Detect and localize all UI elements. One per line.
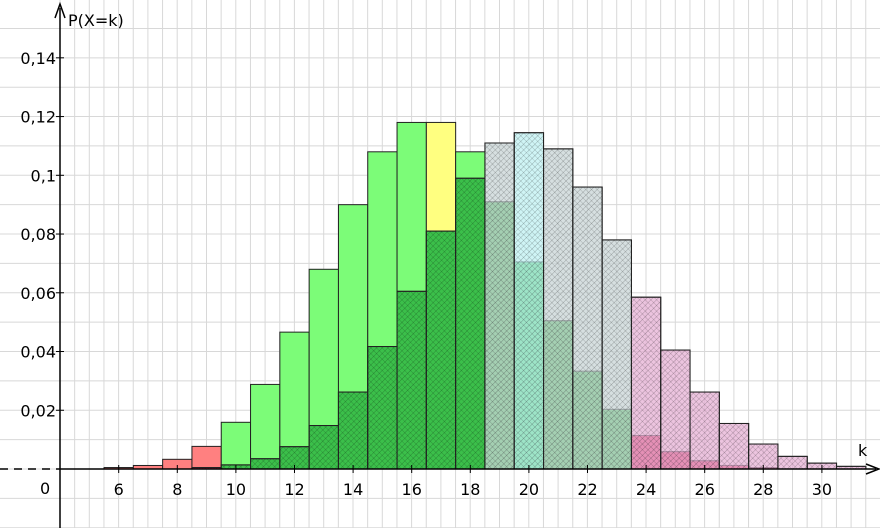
tick-labels: 6 8 10 12 14 16 18 20 22 24 26 28 30 0,02 0,04 0,06 0,08… bbox=[20, 49, 832, 499]
bar-k-13 bbox=[308, 425, 339, 470]
bar-k-26 bbox=[689, 391, 720, 470]
bar-k-29 bbox=[777, 455, 808, 470]
y-tick-label: 0,02 bbox=[20, 401, 56, 420]
bar-k-9 bbox=[191, 445, 222, 470]
x-axis-label: k bbox=[858, 441, 868, 460]
y-tick-label: 0,06 bbox=[20, 284, 56, 303]
x-tick-label: 10 bbox=[226, 480, 246, 499]
x-tick-label: 24 bbox=[636, 480, 656, 499]
x-tick-label: 16 bbox=[402, 480, 422, 499]
y-axis-label: P(X=k) bbox=[68, 11, 124, 30]
bar-k-15 bbox=[367, 346, 398, 470]
bar-k-24 bbox=[630, 296, 662, 470]
bar-k-18 bbox=[455, 177, 486, 470]
y-tick-label: 0,04 bbox=[20, 343, 56, 362]
bar-k-21 bbox=[543, 148, 574, 470]
y-tick-label: 0,12 bbox=[20, 108, 56, 127]
x-tick-label: 26 bbox=[695, 480, 715, 499]
x-tick-label: 12 bbox=[284, 480, 304, 499]
x-axis-arrow bbox=[865, 463, 880, 475]
x-tick-label: 28 bbox=[753, 480, 773, 499]
y-tick-label: 0,08 bbox=[20, 225, 56, 244]
bar-k-17 bbox=[425, 230, 457, 470]
x-tick-label: 18 bbox=[460, 480, 480, 499]
x-tick-label: 14 bbox=[343, 480, 363, 499]
x-tick-label: 30 bbox=[812, 480, 832, 499]
bar-k-27 bbox=[718, 422, 750, 470]
bar-k-16 bbox=[396, 290, 427, 470]
bar-k-14 bbox=[337, 391, 369, 470]
bar-k-11 bbox=[250, 383, 281, 470]
y-tick-label: 0,14 bbox=[20, 49, 56, 68]
x-tick-label: 6 bbox=[114, 480, 124, 499]
y-axis-arrow bbox=[54, 1, 66, 19]
bar-k-20 bbox=[513, 132, 545, 470]
bar-k-19 bbox=[484, 142, 515, 470]
bar-k-12 bbox=[279, 446, 310, 470]
bar-k-11 bbox=[250, 458, 281, 470]
bar-k-25 bbox=[660, 349, 691, 470]
bar-k-28 bbox=[748, 443, 779, 470]
x-tick-label: 22 bbox=[577, 480, 597, 499]
bar-k-22 bbox=[572, 186, 603, 470]
x-tick-label: 20 bbox=[519, 480, 539, 499]
bar-k-23 bbox=[601, 239, 632, 470]
bar-k-10 bbox=[220, 421, 252, 470]
x-tick-label: 8 bbox=[172, 480, 182, 499]
origin-label: 0 bbox=[40, 479, 50, 498]
light-hatched-bars bbox=[484, 132, 867, 470]
y-tick-label: 0,1 bbox=[31, 166, 56, 185]
